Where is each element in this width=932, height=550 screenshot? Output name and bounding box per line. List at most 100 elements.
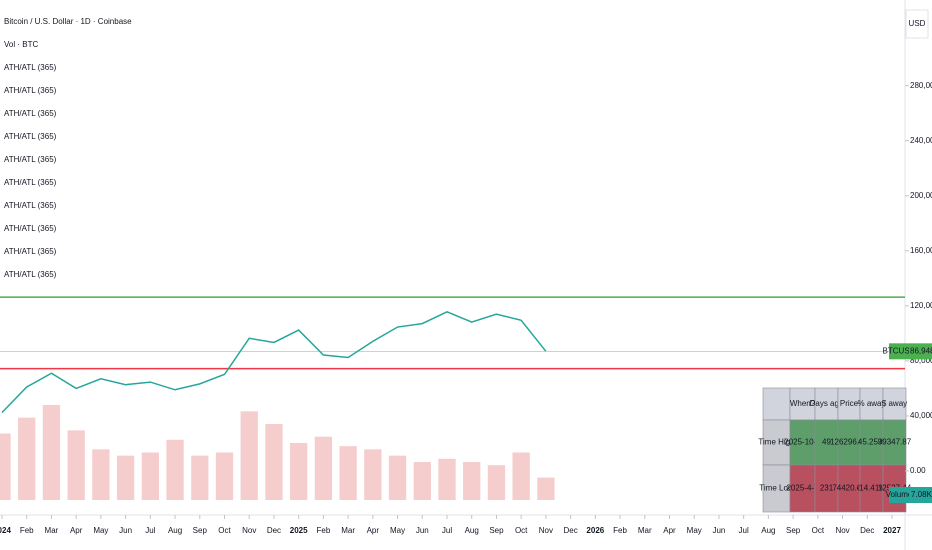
x-tick-label: Jun: [119, 526, 132, 535]
x-tick-label: 2025: [290, 526, 308, 535]
x-tick-label: Aug: [465, 526, 479, 535]
y-tick-label: 240,000.00: [910, 136, 932, 145]
volume-bar: [116, 455, 135, 500]
table-header: % away: [857, 399, 885, 408]
table-cell: [789, 419, 816, 466]
indicator-label: ATH/ATL (365): [4, 155, 57, 164]
volume-bar: [240, 411, 258, 500]
volume-bar: [141, 452, 159, 500]
x-tick-label: Jun: [712, 526, 725, 535]
x-tick-label: Dec: [563, 526, 577, 535]
indicator-label: ATH/ATL (365): [4, 224, 57, 233]
x-tick-label: Jul: [739, 526, 749, 535]
x-tick-label: Feb: [20, 526, 34, 535]
x-tick-label: Oct: [218, 526, 231, 535]
volume-bar: [438, 458, 456, 500]
series-name-box: [889, 343, 909, 360]
volume-bar: [512, 452, 530, 500]
price-line: [1, 310, 547, 414]
plot-area: [0, 296, 905, 500]
unit-label: USD: [909, 19, 926, 28]
x-tick-label: Dec: [860, 526, 874, 535]
volume-bar: [166, 439, 184, 500]
volume-name-box: [889, 487, 909, 503]
volume-bar: [42, 405, 61, 500]
volume-bar: [0, 433, 11, 500]
x-tick-label: Jul: [442, 526, 452, 535]
x-tick-label: Oct: [515, 526, 528, 535]
table-value: 39347.87: [878, 438, 912, 447]
x-tick-label: Apr: [663, 526, 676, 535]
series-name: BTCUSD: [883, 346, 916, 355]
volume-bar: [92, 449, 110, 500]
x-tick-label: Nov: [539, 526, 553, 535]
x-tick-label: May: [687, 526, 702, 535]
volume-bar: [67, 430, 85, 500]
table-value: 49: [822, 438, 831, 447]
volume-bar: [215, 452, 234, 500]
x-tick-label: Mar: [638, 526, 652, 535]
indicator-label: ATH/ATL (365): [4, 109, 57, 118]
y-tick-label: 40,000.00: [910, 411, 932, 420]
table-value: 2025-10-6: [784, 438, 821, 447]
x-tick-label: Nov: [242, 526, 256, 535]
volume-bar: [364, 449, 382, 500]
indicator-label: ATH/ATL (365): [4, 270, 57, 279]
indicator-label: ATH/ATL (365): [4, 247, 57, 256]
table-value: 45.25%: [858, 438, 885, 447]
indicator-label: ATH/ATL (365): [4, 132, 57, 141]
x-tick-label: Aug: [761, 526, 775, 535]
x-tick-label: Sep: [193, 526, 208, 535]
x-tick-label: 2026: [586, 526, 604, 535]
last-price-box: [909, 343, 932, 360]
volume-bar: [537, 477, 555, 500]
table-cell: [762, 464, 791, 513]
x-tick-label: Aug: [168, 526, 182, 535]
x-tick-label: Dec: [267, 526, 281, 535]
indicator-label: ATH/ATL (365): [4, 86, 57, 95]
x-tick-label: Sep: [786, 526, 801, 535]
table-value: 126296.00: [830, 438, 868, 447]
table-header: Days ago: [810, 399, 844, 408]
table-cell: [762, 419, 791, 466]
volume-bar: [18, 417, 36, 500]
volume-bar: [413, 462, 431, 500]
table-value: Time High: [758, 438, 794, 447]
volume-name: Volume: [886, 490, 913, 499]
table-value: 74420.69: [832, 484, 866, 493]
table-header: Price: [840, 399, 859, 408]
x-tick-label: Mar: [341, 526, 355, 535]
table-value: 231: [820, 484, 834, 493]
volume-bar: [463, 462, 481, 500]
chart-title: Bitcoin / U.S. Dollar · 1D · Coinbase: [4, 17, 132, 26]
x-tick-label: Oct: [812, 526, 825, 535]
x-tick-label: Mar: [45, 526, 59, 535]
y-tick-label: 160,000.00: [910, 246, 932, 255]
x-tick-label: Jul: [145, 526, 155, 535]
indicator-label: ATH/ATL (365): [4, 63, 57, 72]
indicator-label: ATH/ATL (365): [4, 201, 57, 210]
volume-bar: [191, 455, 209, 500]
volume-last-box: [909, 487, 932, 503]
table-value: -14.41%: [857, 484, 887, 493]
y-tick-label: 280,000.00: [910, 81, 932, 90]
unit-box[interactable]: [905, 9, 929, 39]
volume-bar: [487, 465, 506, 500]
table-value: Time Low: [759, 484, 794, 493]
volume-bar: [290, 443, 308, 500]
x-tick-label: Apr: [70, 526, 83, 535]
volume-title: Vol · BTC: [4, 40, 38, 49]
table-value: 2025-4-7: [786, 484, 819, 493]
x-tick-label: 2024: [0, 526, 11, 535]
volume-last-label: 7.08K: [911, 490, 932, 499]
indicator-label: ATH/ATL (365): [4, 178, 57, 187]
table-cell: [762, 387, 791, 421]
y-tick-label: 200,000.00: [910, 191, 932, 200]
x-tick-label: May: [390, 526, 405, 535]
last-price-label: 86,948.13: [910, 346, 932, 355]
table-header: $ away: [882, 399, 907, 408]
y-tick-label: 0.00: [910, 466, 926, 475]
table-cell: [789, 464, 816, 513]
